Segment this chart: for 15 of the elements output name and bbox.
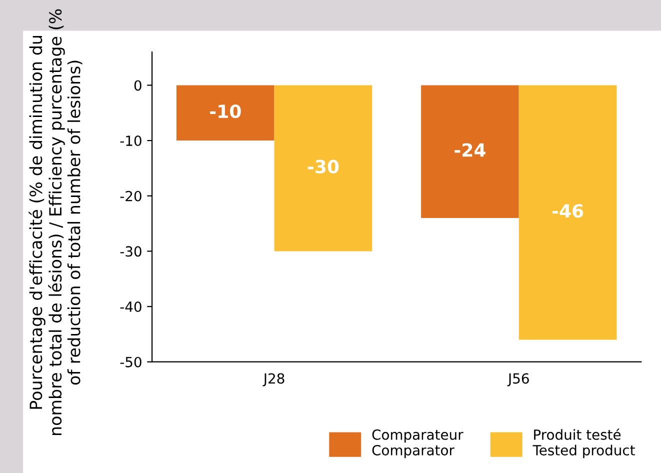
x-tick-label: J56 bbox=[507, 373, 529, 386]
data-label: -46 bbox=[552, 204, 584, 218]
y-tick-label: -30 bbox=[120, 246, 142, 257]
y-axis-title: Pourcentage d'efficacité (% de diminution du nombre total de lésions) / Efficiency purcentage (% of reduction of total number of lesions) bbox=[28, 9, 82, 435]
data-label: -30 bbox=[308, 160, 339, 174]
data-label: -24 bbox=[454, 143, 486, 157]
y-tick-label: 0 bbox=[134, 80, 142, 91]
x-tick-label: J28 bbox=[262, 373, 284, 386]
data-label: -10 bbox=[210, 104, 241, 118]
legend-label: Comparateur Comparator bbox=[372, 429, 464, 458]
y-tick-label: -40 bbox=[120, 301, 142, 312]
y-tick-label: -10 bbox=[120, 136, 142, 146]
y-tick-label: -20 bbox=[120, 190, 142, 202]
y-tick-label: -50 bbox=[120, 356, 142, 368]
legend-label: Produit testé Tested product bbox=[532, 428, 635, 458]
